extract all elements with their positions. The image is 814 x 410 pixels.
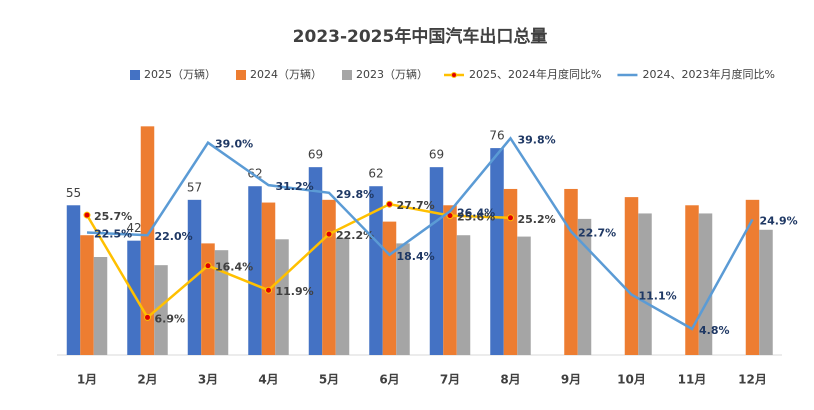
data-label: 18.4%	[397, 250, 435, 263]
bar	[201, 243, 215, 355]
data-label: 22.0%	[155, 230, 193, 243]
data-label: 31.2%	[276, 180, 314, 193]
bar	[308, 167, 323, 355]
x-tick-label: 7月	[440, 373, 460, 387]
bar	[685, 205, 699, 355]
data-label: 26.4%	[457, 206, 495, 219]
data-label: 22.5%	[94, 228, 132, 241]
bar	[698, 213, 713, 355]
data-label: 69	[308, 148, 323, 162]
bar	[66, 205, 81, 355]
bar	[456, 235, 471, 355]
bar	[638, 213, 652, 355]
data-label: 69	[429, 148, 444, 162]
bar	[517, 236, 531, 355]
data-label: 39.8%	[518, 133, 556, 146]
data-label: 22.2%	[336, 229, 374, 242]
bar	[503, 188, 518, 355]
bar	[140, 126, 155, 355]
bar	[127, 240, 141, 355]
legend-label: 2023（万辆）	[356, 67, 428, 81]
data-label: 39.0%	[215, 138, 253, 151]
bar	[490, 148, 504, 355]
bar	[275, 239, 289, 355]
data-label: 24.9%	[760, 214, 798, 227]
legend-label: 2025、2024年月度同比%	[469, 67, 601, 81]
line-marker	[144, 313, 151, 321]
bar	[248, 186, 262, 355]
x-tick-label: 12月	[738, 373, 767, 387]
x-tick-label: 4月	[258, 373, 278, 387]
data-label: 27.7%	[397, 199, 435, 212]
line-marker	[325, 230, 333, 238]
bar	[382, 221, 397, 355]
data-label: 42	[126, 221, 141, 235]
bar	[154, 265, 168, 355]
bar	[369, 186, 383, 355]
data-label: 11.1%	[639, 290, 677, 303]
data-label: 25.6%	[457, 211, 495, 224]
x-tick-label: 6月	[379, 373, 399, 387]
x-tick-label: 11月	[678, 373, 707, 387]
legend-swatch	[130, 70, 140, 80]
bar	[335, 237, 350, 355]
legend-label: 2025（万辆）	[144, 67, 216, 81]
line-marker	[507, 214, 514, 222]
x-tick-label: 5月	[319, 373, 339, 387]
bar	[396, 243, 410, 355]
data-label: 22.7%	[578, 226, 616, 239]
bar	[93, 257, 108, 355]
data-label: 25.2%	[518, 213, 556, 226]
data-label: 29.8%	[336, 188, 374, 201]
data-label: 4.8%	[699, 324, 730, 337]
line	[86, 136, 754, 331]
x-tick-label: 10月	[617, 373, 646, 387]
bar	[564, 188, 578, 355]
x-tick-label: 3月	[198, 373, 218, 387]
data-label: 76	[489, 129, 504, 143]
bar	[759, 229, 773, 355]
bar	[443, 205, 457, 355]
x-tick-label: 1月	[77, 373, 97, 387]
data-label: 62	[368, 167, 383, 181]
data-label: 57	[187, 180, 202, 194]
legend-swatch	[342, 70, 352, 80]
chart-title: 2023-2025年中国汽车出口总量	[293, 26, 548, 47]
legend-marker	[451, 72, 457, 78]
legend-label: 2024、2023年月度同比%	[642, 67, 774, 81]
line-marker	[204, 262, 212, 270]
line-marker	[386, 200, 393, 208]
line-marker	[83, 211, 91, 219]
x-tick-label: 9月	[561, 373, 581, 387]
legend-label: 2024（万辆）	[250, 67, 322, 81]
line-marker	[265, 286, 272, 294]
data-label: 25.7%	[94, 210, 132, 223]
bar	[80, 235, 94, 355]
bar	[214, 250, 229, 355]
line	[85, 202, 511, 320]
legend-swatch	[236, 70, 246, 80]
data-label: 6.9%	[155, 312, 186, 325]
x-tick-label: 8月	[500, 373, 520, 387]
bar	[624, 197, 639, 355]
data-label: 16.4%	[215, 261, 253, 274]
bar	[577, 218, 592, 355]
bar	[261, 202, 276, 355]
x-tick-label: 2月	[137, 373, 157, 387]
data-label: 11.9%	[276, 285, 314, 298]
bar	[745, 199, 760, 355]
data-label: 55	[66, 186, 81, 200]
bar	[322, 199, 336, 355]
